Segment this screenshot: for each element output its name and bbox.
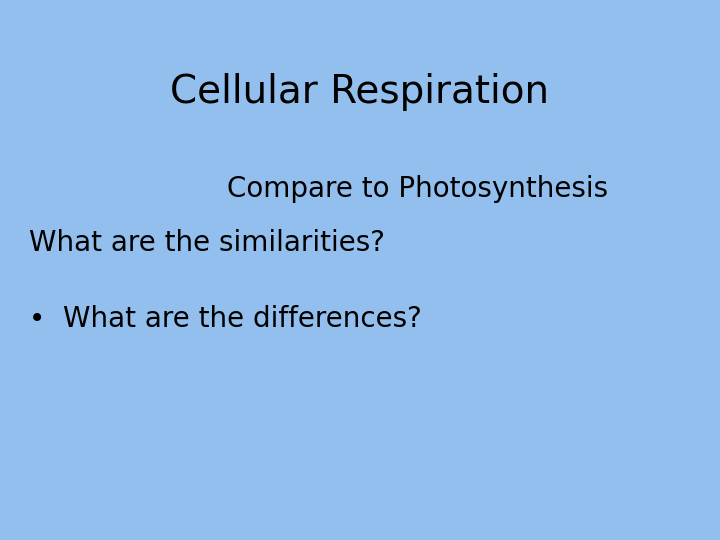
- Text: Cellular Respiration: Cellular Respiration: [171, 73, 549, 111]
- Text: What are the similarities?: What are the similarities?: [29, 229, 384, 257]
- Text: •  What are the differences?: • What are the differences?: [29, 305, 422, 333]
- Text: Compare to Photosynthesis: Compare to Photosynthesis: [227, 175, 608, 203]
